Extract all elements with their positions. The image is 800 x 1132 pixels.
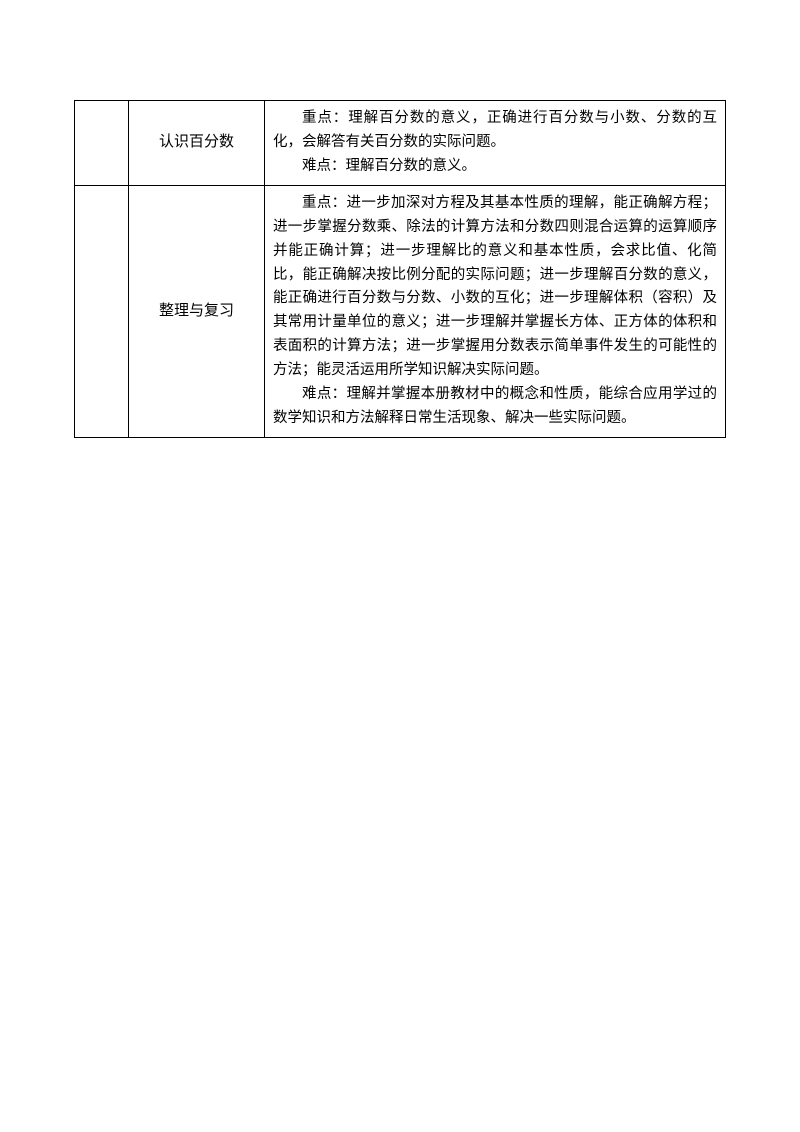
row-title-cell: 认识百分数 [129,101,265,186]
row-title-cell: 整理与复习 [129,185,265,437]
paragraph-keypoint: 重点：进一步加深对方程及其基本性质的理解，能正确解方程；进一步掌握分数乘、除法的… [273,192,717,383]
row-content-cell: 重点：理解百分数的意义，正确进行百分数与小数、分数的互化，会解答有关百分数的实际… [265,101,726,186]
row-content-cell: 重点：进一步加深对方程及其基本性质的理解，能正确解方程；进一步掌握分数乘、除法的… [265,185,726,437]
table-row: 整理与复习 重点：进一步加深对方程及其基本性质的理解，能正确解方程；进一步掌握分… [75,185,726,437]
paragraph-difficulty: 难点：理解并掌握本册教材中的概念和性质，能综合应用学过的数学知识和方法解释日常生… [273,383,717,431]
empty-cell [75,101,129,186]
table-row: 认识百分数 重点：理解百分数的意义，正确进行百分数与小数、分数的互化，会解答有关… [75,101,726,186]
paragraph-keypoint: 重点：理解百分数的意义，正确进行百分数与小数、分数的互化，会解答有关百分数的实际… [273,107,717,155]
document-table: 认识百分数 重点：理解百分数的意义，正确进行百分数与小数、分数的互化，会解答有关… [74,100,726,438]
paragraph-difficulty: 难点：理解百分数的意义。 [273,155,717,179]
empty-cell [75,185,129,437]
row-title: 认识百分数 [159,134,234,150]
row-title: 整理与复习 [159,303,234,319]
